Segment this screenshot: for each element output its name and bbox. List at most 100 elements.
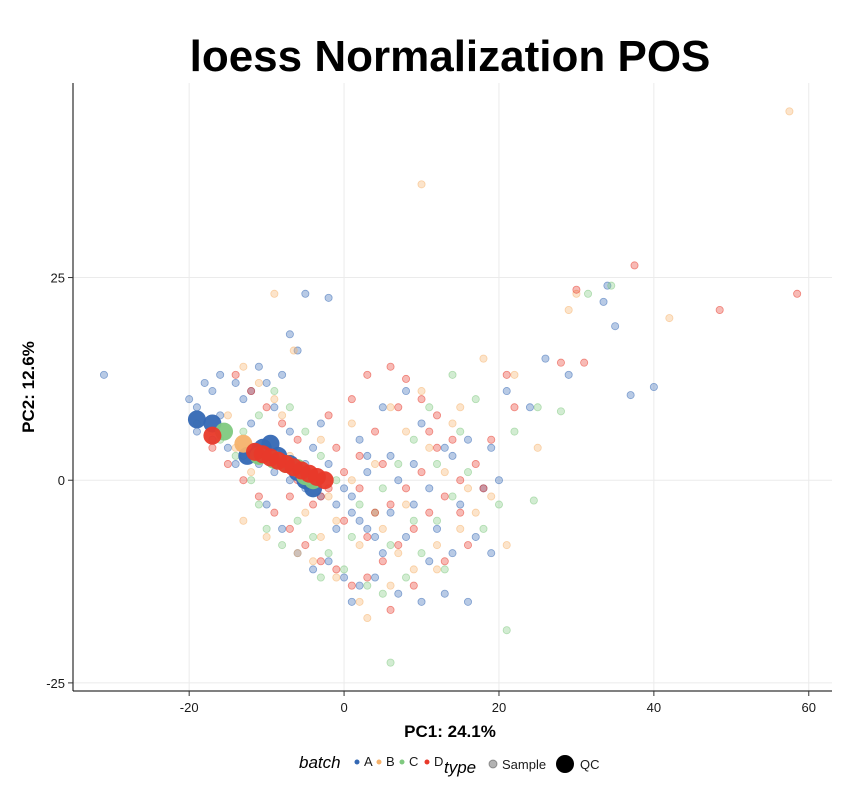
sample-point-a [231,378,240,387]
sample-point-b [270,395,279,404]
legend-entry-d: D [424,754,443,769]
sample-point-d [363,573,372,582]
sample-point-b [378,524,387,533]
sample-point-c [394,460,403,469]
sample-point-d [332,565,341,574]
sample-point-a [208,387,217,396]
sample-point-b [433,541,442,550]
legend-key-sample [488,759,498,769]
sample-point-d [433,443,442,452]
sample-point-a [417,597,426,606]
sample-point-b [278,411,287,420]
sample-point-b [355,597,364,606]
sample-point-a [216,370,225,379]
sample-point-a [231,460,240,469]
sample-point-b [293,549,302,558]
sample-point-a [270,403,279,412]
sample-point-a [448,549,457,558]
sample-point-a [456,500,465,509]
sample-point-b [262,532,271,541]
sample-point-a [409,500,418,509]
sample-point-d [556,358,565,367]
sample-point-d [231,370,240,379]
sample-point-a [502,387,511,396]
sample-point-b [402,500,411,509]
sample-point-d [285,524,294,533]
sample-point-b [463,484,472,493]
sample-point-d [270,508,279,517]
sample-point-b [456,524,465,533]
legend-key-c [399,759,405,765]
sample-point-a [386,451,395,460]
sample-point-a [347,508,356,517]
sample-point-d [223,460,232,469]
sample-point-d [254,492,263,501]
sample-point-b [309,557,318,566]
sample-point-c [254,500,263,509]
sample-point-c [386,658,395,667]
sample-point-b [316,435,325,444]
sample-point-d [386,362,395,371]
x-tick-label: 20 [492,700,506,715]
sample-point-c [316,573,325,582]
sample-point-d [278,419,287,428]
sample-point-b [394,549,403,558]
sample-point-b [239,362,248,371]
sample-point-a [301,289,310,298]
legend-batch-title: batch [299,753,341,772]
sample-point-b [785,107,794,116]
sample-point-b [239,516,248,525]
sample-point-c [332,476,341,485]
sample-point-d [425,508,434,517]
sample-point-d [487,435,496,444]
sample-point-a [285,427,294,436]
sample-point-d [409,581,418,590]
sample-point-a [433,524,442,533]
sample-point-a [309,443,318,452]
sample-point-d [340,516,349,525]
sample-point-d [309,500,318,509]
sample-point-b [417,387,426,396]
sample-point-d [409,524,418,533]
sample-point-a [278,524,287,533]
sample-point-d [371,427,380,436]
sample-point-a [525,403,534,412]
sample-point-a [626,391,635,400]
y-tick-label: -25 [46,676,65,691]
sample-point-a [262,378,271,387]
sample-point-c [433,460,442,469]
sample-point-b [440,468,449,477]
sample-point-d [510,403,519,412]
sample-point-d [502,370,511,379]
legend-entry-b: B [376,754,395,769]
sample-point-a [340,484,349,493]
legend-label-qc: QC [580,757,600,772]
sample-point-a [402,387,411,396]
sample-point-d [630,261,639,270]
sample-point-a [185,395,194,404]
sample-point-a [487,549,496,558]
sample-point-a [599,297,608,306]
legend-label-b: B [386,754,395,769]
sample-point-a [371,532,380,541]
sample-point-d [402,374,411,383]
sample-point-a [324,460,333,469]
sample-point-d [285,492,294,501]
sample-point-d [471,460,480,469]
legend-key-qc [556,755,574,773]
sample-point-d [355,484,364,493]
sample-point-a [332,500,341,509]
sample-point-a [378,403,387,412]
sample-point-b [502,541,511,550]
sample-point-c [463,468,472,477]
sample-point-c [309,532,318,541]
sample-point-a [363,451,372,460]
legend-entry-qc: QC [556,755,600,773]
sample-point-b [409,565,418,574]
sample-point-b [247,468,256,477]
sample-point-a [340,573,349,582]
sample-point-a [440,589,449,598]
sample-point-d [402,484,411,493]
sample-point-a [200,378,209,387]
